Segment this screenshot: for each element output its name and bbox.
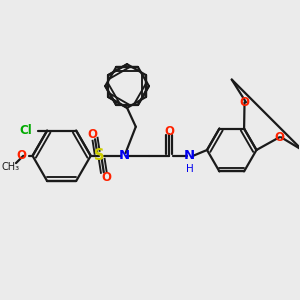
Text: O: O [164,124,174,138]
Text: N: N [118,149,130,162]
Text: H: H [186,164,194,174]
Text: O: O [102,171,112,184]
Text: S: S [94,148,105,163]
Text: N: N [184,149,195,162]
Text: O: O [239,96,250,109]
Text: O: O [274,131,284,144]
Text: CH₃: CH₃ [1,162,19,172]
Text: O: O [87,128,97,140]
Text: Cl: Cl [19,124,32,137]
Text: O: O [16,149,26,162]
